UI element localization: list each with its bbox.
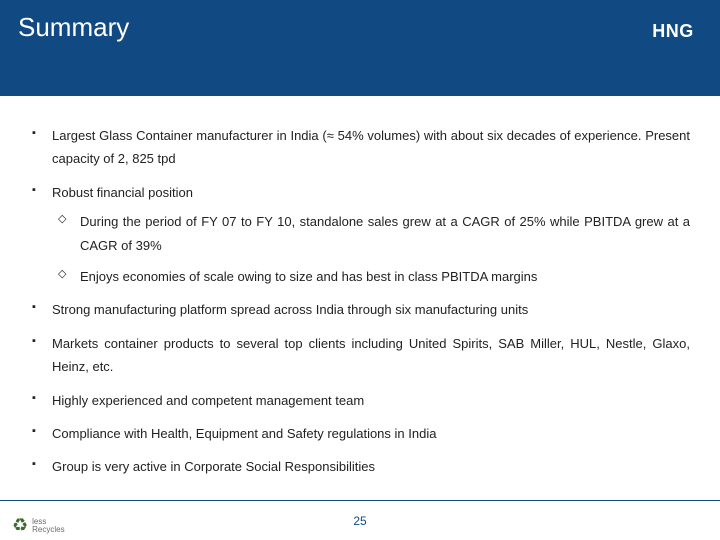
logo-text: HNG (652, 21, 694, 42)
company-logo: HNG (638, 6, 708, 56)
page-title: Summary (0, 0, 129, 43)
slide: Summary HNG Largest Glass Container manu… (0, 0, 720, 540)
list-item: Highly experienced and competent managem… (30, 389, 690, 412)
recycle-line2: Recycles (32, 526, 64, 534)
bullet-list: Largest Glass Container manufacturer in … (30, 124, 690, 479)
bullet-text: Strong manufacturing platform spread acr… (52, 302, 528, 317)
list-item: Compliance with Health, Equipment and Sa… (30, 422, 690, 445)
list-item: Largest Glass Container manufacturer in … (30, 124, 690, 171)
bullet-text: Largest Glass Container manufacturer in … (52, 128, 690, 166)
recycle-badge: ♻ less Recycles (12, 515, 65, 536)
list-item: Markets container products to several to… (30, 332, 690, 379)
list-item: Strong manufacturing platform spread acr… (30, 298, 690, 321)
footer-bar: ♻ less Recycles 25 (0, 500, 720, 540)
page-number: 25 (353, 514, 366, 528)
recycle-icon: ♻ (12, 515, 28, 536)
list-item: Group is very active in Corporate Social… (30, 455, 690, 478)
sub-text: Enjoys economies of scale owing to size … (80, 269, 537, 284)
bullet-text: Robust financial position (52, 185, 193, 200)
sub-item: During the period of FY 07 to FY 10, sta… (52, 210, 690, 257)
content-area: Largest Glass Container manufacturer in … (0, 96, 720, 500)
list-item: Robust financial position During the per… (30, 181, 690, 289)
bullet-text: Highly experienced and competent managem… (52, 393, 364, 408)
bullet-text: Markets container products to several to… (52, 336, 690, 374)
recycle-label: less Recycles (32, 518, 64, 534)
sub-item: Enjoys economies of scale owing to size … (52, 265, 690, 288)
bullet-text: Group is very active in Corporate Social… (52, 459, 375, 474)
sub-text: During the period of FY 07 to FY 10, sta… (80, 214, 690, 252)
bullet-text: Compliance with Health, Equipment and Sa… (52, 426, 436, 441)
header-bar: Summary HNG (0, 0, 720, 96)
sub-list: During the period of FY 07 to FY 10, sta… (52, 210, 690, 288)
